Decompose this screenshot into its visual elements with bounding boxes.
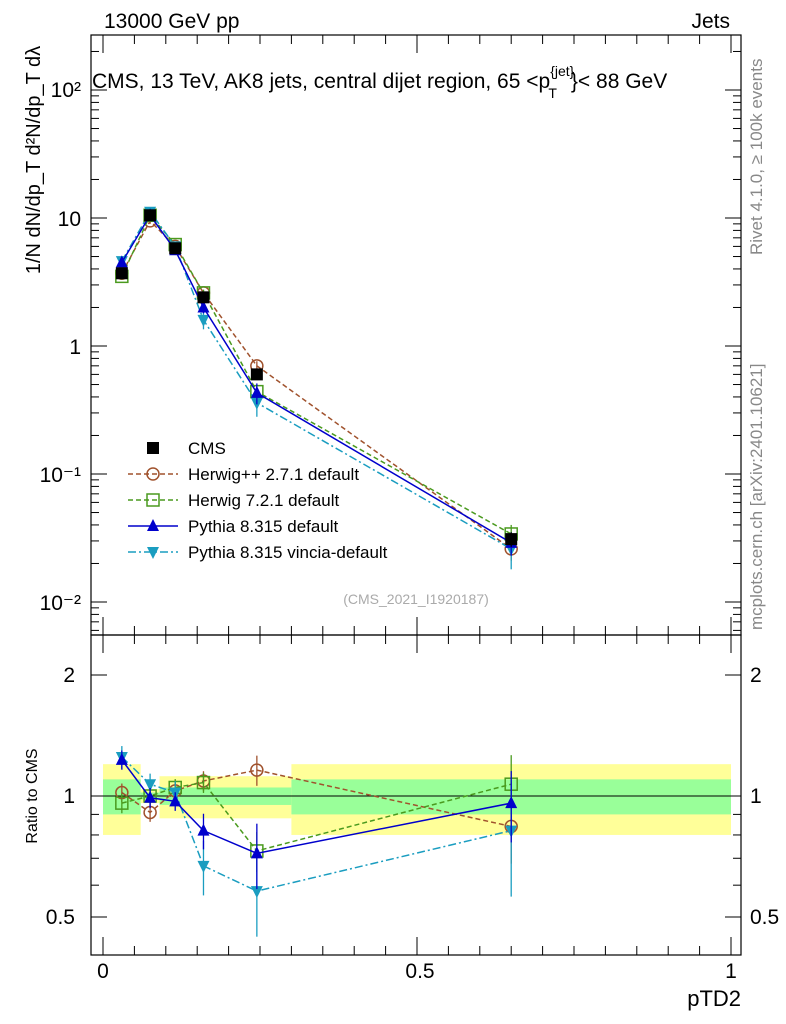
main-y-tick-label-0p01: 10⁻² (40, 592, 81, 615)
legend-marker-herwigpp (146, 467, 160, 481)
main-y-axis-label: 1/N dN/dp_T d²N/dp_T dλ (23, 46, 45, 274)
main-line-vincia (121, 210, 512, 550)
main-point-pythia (250, 385, 263, 398)
plot-title-sub: T (548, 85, 557, 101)
axis-ticks (91, 35, 741, 955)
legend-label-pythia: Pythia 8.315 default (188, 517, 339, 536)
legend-label-herwig7: Herwig 7.2.1 default (188, 491, 339, 510)
ratio-y-tick-label-right-2: 2 (750, 664, 762, 687)
ratio-y-axis-label: Ratio to CMS (24, 748, 41, 843)
ratio-point-vincia (144, 779, 157, 792)
ratio-y-tick-label-0p5: 0.5 (46, 906, 75, 929)
plot-title-main: CMS, 13 TeV, AK8 jets, central dijet reg… (92, 70, 550, 93)
ratio-point-pythia (505, 796, 518, 809)
main-point-pythia (115, 255, 128, 268)
legend-marker-pythia (147, 519, 159, 531)
main-line-herwig7 (121, 213, 512, 535)
x-tick-label-0p5: 0.5 (405, 960, 434, 983)
legend: CMS Herwig++ 2.7.1 default Herwig 7.2.1 de… (128, 439, 388, 562)
plot-title: CMS, 13 TeV, AK8 jets, central dijet reg… (92, 63, 667, 101)
ratio-point-pythia (197, 823, 210, 836)
main-series-layer (115, 206, 518, 570)
main-y-tick-label-100: 10² (51, 79, 81, 102)
x-tick-label-1: 1 (725, 960, 737, 983)
ratio-point-vincia (197, 860, 210, 873)
ratio-point-pythia (169, 794, 182, 807)
ratio-point-herwigpp (250, 763, 264, 777)
energy-label: 13000 GeV pp (104, 10, 239, 33)
legend-marker-herwig7 (146, 493, 160, 507)
ratio-point-vincia (250, 886, 263, 899)
ratio-point-pythia (250, 846, 263, 859)
main-line-pythia (121, 213, 512, 544)
main-point-pythia (197, 300, 210, 313)
ratio-point-pythia (115, 752, 128, 765)
main-point-cms (197, 291, 210, 304)
ratio-y-tick-label-right-0p5: 0.5 (750, 906, 779, 929)
legend-label-vincia: Pythia 8.315 vincia-default (188, 543, 388, 562)
main-line-herwigpp (121, 219, 512, 550)
main-point-cms (115, 267, 128, 280)
rivet-version-label: Rivet 4.1.0, ≥ 100k events (747, 59, 766, 255)
mcplots-label: mcplots.cern.ch [arXiv:2401.10621] (747, 364, 766, 630)
plot-title-sup: {jet} (550, 63, 574, 79)
main-point-cms (250, 368, 263, 381)
legend-marker-cms (147, 442, 159, 454)
main-point-cms (169, 242, 182, 255)
ratio-y-tick-label-right-1: 1 (750, 785, 762, 808)
x-tick-label-0: 0 (97, 960, 109, 983)
main-point-vincia (197, 314, 210, 327)
ratio-series-layer (115, 746, 518, 937)
legend-label-cms: CMS (188, 439, 226, 458)
ratio-line-pythia (121, 759, 512, 855)
main-y-tick-label-0p1: 10⁻¹ (40, 464, 81, 487)
category-label: Jets (691, 10, 730, 33)
main-point-cms (144, 209, 157, 222)
ratio-point-herwig7 (115, 796, 129, 810)
main-point-cms (505, 533, 518, 546)
ratio-y-tick-label-1: 1 (63, 785, 75, 808)
x-axis-label: pTD2 (687, 986, 741, 1011)
legend-label-herwigpp: Herwig++ 2.7.1 default (188, 465, 359, 484)
ratio-plot-frame (90, 634, 742, 956)
ratio-point-pythia (144, 790, 157, 803)
plot-title-end: }< 88 GeV (571, 70, 667, 93)
analysis-id-label: (CMS_2021_I1920187) (343, 591, 489, 607)
ratio-line-herwig7 (121, 781, 512, 852)
main-y-tick-label-1: 1 (69, 336, 81, 359)
legend-marker-vincia (147, 547, 159, 559)
ratio-point-herwig7 (196, 775, 211, 790)
main-y-tick-label-10: 10 (58, 208, 81, 231)
ratio-y-tick-label-2: 2 (63, 664, 75, 687)
